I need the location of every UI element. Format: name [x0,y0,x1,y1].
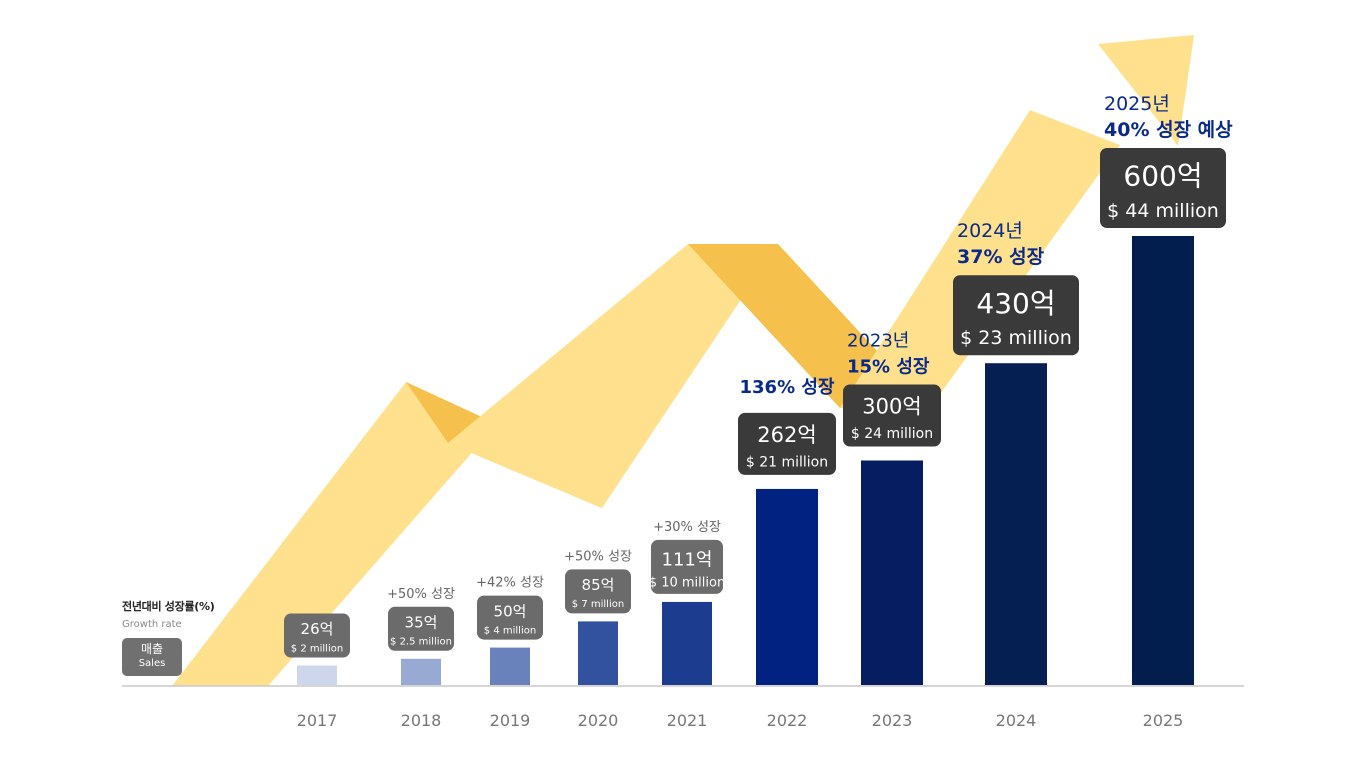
value-label-2024: 430억 [976,287,1055,320]
year-label-2020: 2020 [578,711,619,730]
value-badge-2018 [388,606,454,651]
bar-2021 [662,601,712,685]
usd-label-2018: $ 2.5 million [390,637,452,648]
usd-label-2023: $ 24 million [851,426,933,442]
arrow-band-3 [840,110,1120,408]
value-badge-2017 [284,613,350,658]
arrow-band-2 [448,244,778,508]
usd-label-2025: $ 44 million [1107,200,1219,222]
bar-2025 [1132,236,1194,685]
bar-2018 [401,658,441,685]
value-label-2021: 111억 [662,549,713,570]
bar-2023 [861,460,923,685]
bars-layer [297,236,1194,685]
growth-label-2022: 136% 성장 [740,377,835,398]
legend: 전년대비 성장률(%) Growth rate 매출 Sales [122,598,215,676]
value-label-2023: 300억 [862,395,921,419]
bar-2020 [578,621,618,685]
value-badge-2022 [738,412,836,475]
value-label-2025: 600억 [1123,160,1202,193]
year-label-2021: 2021 [667,711,708,730]
year-caption-2024: 2024년 [957,220,1023,242]
growth-label-2021: +30% 성장 [653,520,721,535]
usd-label-2021: $ 10 million [649,575,725,590]
value-label-2020: 85억 [582,576,615,594]
usd-label-2020: $ 7 million [572,599,624,610]
growth-label-2019: +42% 성장 [476,576,544,591]
value-badge-2023 [843,384,941,447]
growth-label-2025: 40% 성장 예상 [1104,119,1233,141]
labels-layer: 2017 26억 $ 2 million 2018 35억 $ 2.5 million +5… [284,93,1233,730]
bar-2017 [297,665,337,685]
legend-sales-badge: 매출 Sales [122,638,182,676]
value-badge-2025 [1100,148,1226,228]
usd-label-2017: $ 2 million [291,643,343,654]
value-badge-2020 [565,569,631,614]
growth-label-2020: +50% 성장 [564,549,632,564]
year-label-2017: 2017 [297,711,338,730]
year-caption-2023: 2023년 [847,331,909,352]
bar-2019 [490,647,530,685]
legend-badge-sub: Sales [138,658,166,669]
arrow-head [1098,35,1194,146]
bar-2022 [756,488,818,685]
value-label-2017: 26억 [301,620,334,638]
year-label-2025: 2025 [1143,711,1184,730]
legend-badge-main: 매출 [140,642,164,656]
legend-title: 전년대비 성장률(%) [122,600,215,613]
year-label-2019: 2019 [490,711,531,730]
year-label-2022: 2022 [767,711,808,730]
growth-label-2018: +50% 성장 [387,587,455,602]
growth-label-2024: 37% 성장 [957,246,1045,268]
year-label-2018: 2018 [401,711,442,730]
legend-subtitle: Growth rate [122,619,182,630]
year-label-2023: 2023 [872,711,913,730]
value-badge-2019 [477,595,543,640]
arrow-band-1 [172,382,497,686]
year-label-2024: 2024 [996,711,1037,730]
value-label-2018: 35억 [405,613,438,631]
growth-label-2023: 15% 성장 [847,357,930,378]
usd-label-2024: $ 23 million [960,327,1072,349]
value-label-2019: 50억 [494,602,527,620]
usd-label-2022: $ 21 million [746,454,828,470]
value-label-2022: 262억 [757,423,816,447]
year-caption-2025: 2025년 [1104,93,1170,115]
value-badge-2021 [651,539,723,594]
growth-arrow-icon [172,35,1194,686]
usd-label-2019: $ 4 million [484,625,536,636]
value-badge-2024 [953,275,1079,356]
bar-2024 [985,363,1047,685]
